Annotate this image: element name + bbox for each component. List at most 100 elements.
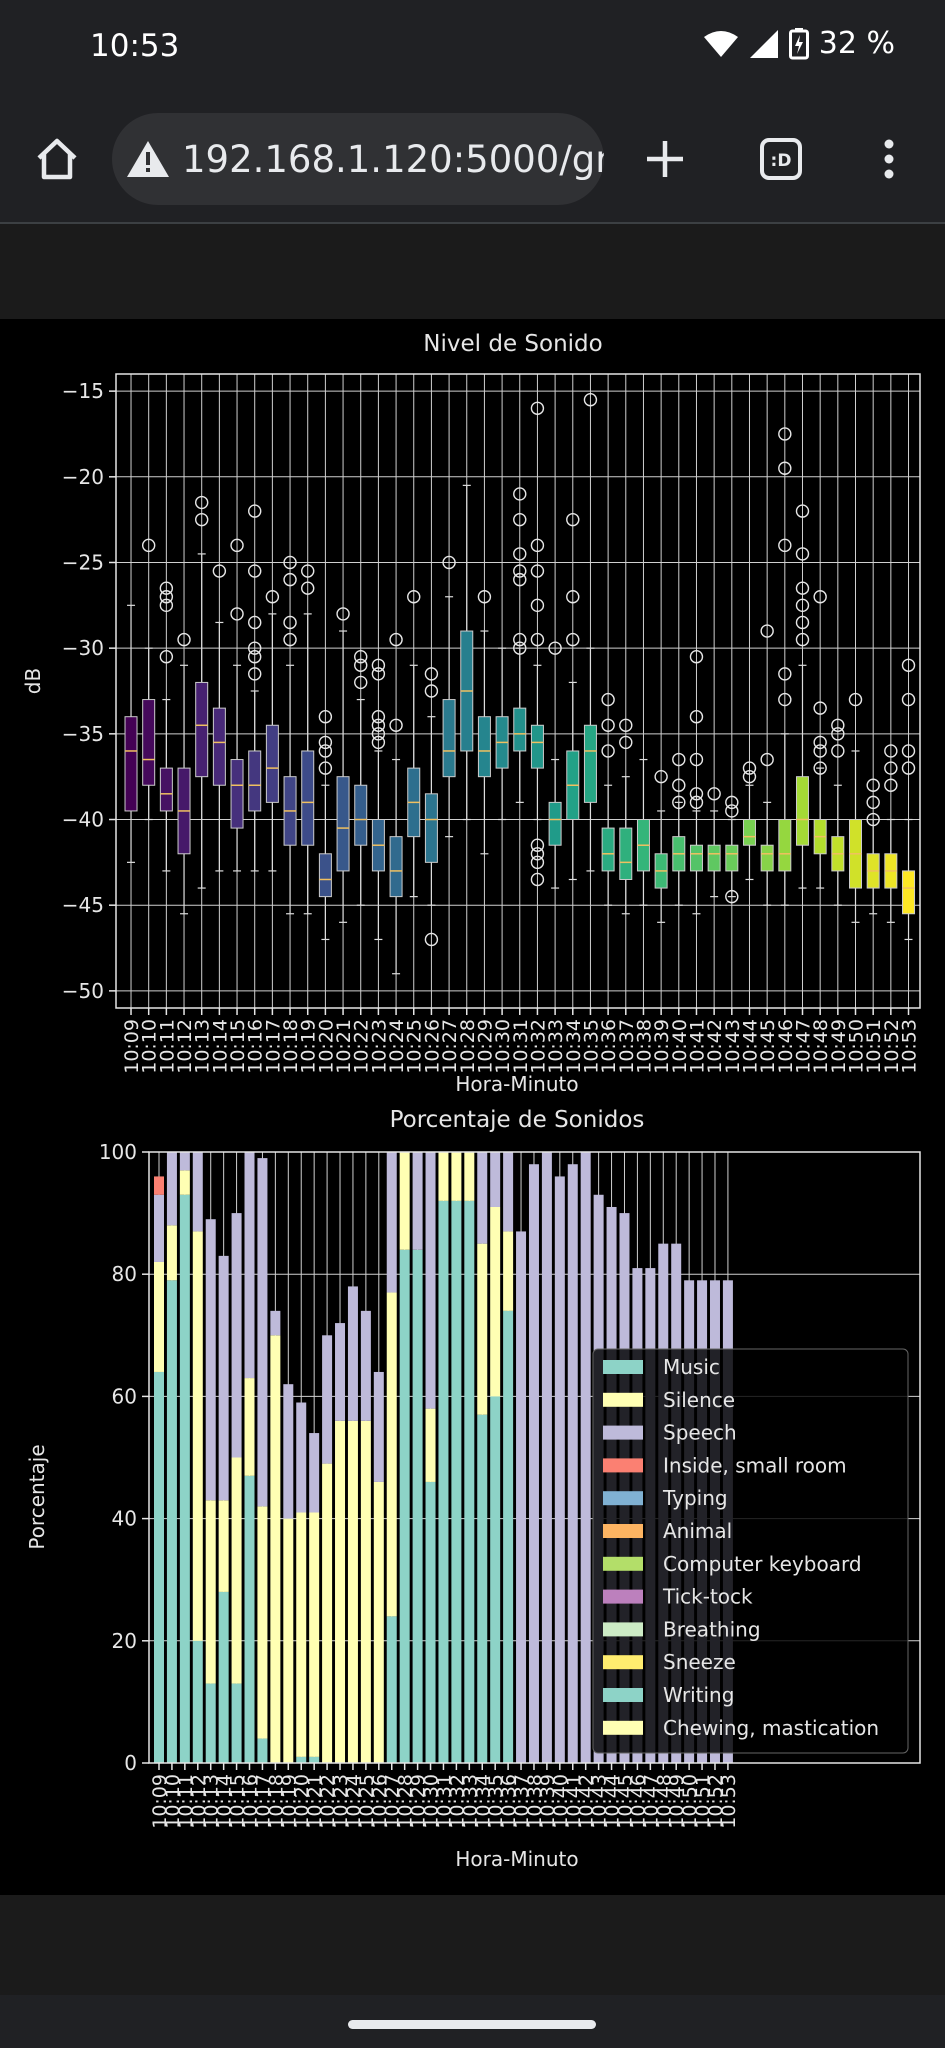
bar-segment [257,1506,268,1739]
boxplot-xtick-label: 10:22 [351,1019,373,1074]
boxplot-xtick-label: 10:16 [245,1019,267,1074]
tab-switcher-button[interactable]: :D [748,126,814,192]
bar-segment [335,1323,346,1421]
barchart-xtick-label: 10:32 [446,1774,468,1829]
boxplot-flier [795,504,810,518]
status-time: 10:53 [90,28,180,64]
boxplot-flier [283,615,297,630]
boxplot-flier [795,615,810,630]
barchart-xtick-label: 10:11 [175,1774,197,1829]
barchart-xtick-label: 10:53 [718,1774,740,1829]
boxplot-flier [795,581,810,595]
boxplot-xtick-label: 10:14 [209,1019,231,1074]
boxplot-flier [901,692,916,707]
bar-segment [154,1371,164,1763]
boxplot-xtick-label: 10:27 [439,1019,461,1074]
boxplot-xtick-label: 10:18 [280,1019,302,1074]
bar-segment [154,1176,164,1195]
boxplot-xtick-label: 10:38 [633,1019,655,1074]
bar-segment [154,1261,164,1372]
boxplot-flier [248,667,262,681]
boxplot-box [742,819,756,846]
bar-segment [412,1152,423,1250]
barchart-xtick-label: 10:45 [614,1774,636,1829]
barchart-xtick-label: 10:48 [653,1774,675,1829]
boxplot-xtick-label: 10:39 [651,1019,673,1074]
boxplot-flier [778,427,792,441]
bar-segment [490,1396,501,1763]
boxplot-flier [318,710,333,724]
legend-label: Tick-tock [662,1585,753,1609]
bar-segment [205,1683,216,1763]
barchart-xtick-label: 10:50 [679,1774,701,1829]
bar-segment [283,1518,294,1763]
boxplot-flier [265,590,280,604]
barchart-xtick-label: 10:18 [265,1774,287,1829]
boxplot-box [583,724,597,803]
menu-button[interactable] [856,126,922,192]
barchart-xtick-label: 10:28 [395,1774,417,1829]
boxplot-xtick-label: 10:29 [474,1019,496,1074]
boxplot-box [778,819,792,872]
bar-segment [347,1286,358,1421]
url-bar[interactable]: 192.168.1.120:5000/grat [112,113,604,205]
bar-segment [179,1194,190,1763]
home-gesture-pill[interactable] [348,2020,596,2029]
boxplot-flier [371,718,386,732]
boxplot-flier [813,744,827,758]
boxplot-flier [795,598,810,613]
barchart-xtick-label: 10:34 [472,1774,494,1829]
boxplot-title: Nivel de Sonido [423,331,602,357]
boxplot-ytick-label: −45 [62,893,104,917]
bar-segment [464,1200,475,1763]
boxplot-box [902,870,916,915]
bar-segment [270,1310,281,1336]
boxplot-flier [477,590,492,604]
boxplot-flier [566,512,580,527]
legend-label: Typing [662,1486,728,1510]
boxplot-xtick-label: 10:41 [686,1019,708,1074]
new-tab-button[interactable] [632,126,698,192]
boxplot-flier [248,650,262,664]
bar-segment [179,1170,190,1195]
legend-swatch [603,1524,643,1538]
boxplot-ytick-label: −40 [62,808,104,832]
boxplot-flier [672,752,686,767]
bar-segment [257,1158,268,1507]
boxplot-box [248,750,262,812]
bar-segment [296,1402,307,1513]
bar-segment [438,1152,449,1201]
barchart-xtick-label: 10:31 [433,1774,455,1829]
boxplot-flier [795,632,810,647]
boxplot-flier [672,778,686,792]
boxplot-xtick-label: 10:13 [192,1019,214,1074]
barchart-ytick-label: 60 [112,1384,137,1408]
boxplot-box [212,707,226,786]
legend-label: Silence [663,1388,735,1412]
home-button[interactable] [24,126,90,192]
barchart-ytick-label: 80 [112,1262,137,1286]
boxplot-flier [513,641,527,655]
boxplot-flier [831,744,845,758]
bar-segment [192,1152,203,1232]
boxplot-flier [354,675,368,690]
barchart-xtick-label: 10:22 [317,1774,339,1829]
boxplot-ytick-label: −50 [62,979,104,1003]
boxplot-ylabel: dB [21,668,45,694]
boxplot-flier [566,590,580,604]
boxplot-ytick-label: −20 [62,465,104,489]
legend-label: Music [663,1355,720,1379]
bar-segment [360,1420,371,1763]
system-nav-bar [0,1995,945,2048]
boxplot-flier [230,538,244,553]
boxplot-flier [301,581,315,595]
bar-segment [296,1512,307,1757]
boxplot-box [548,801,562,846]
barchart-xtick-label: 10:20 [291,1774,313,1829]
legend-swatch [603,1688,643,1702]
boxplot-box [601,827,615,872]
barchart-xtick-label: 10:40 [550,1774,572,1829]
boxplot-flier [371,727,386,741]
boxplot-xticks: 10:0910:1010:1110:1210:1310:1410:1510:16… [121,1008,921,1074]
boxplot-flier [159,590,174,604]
